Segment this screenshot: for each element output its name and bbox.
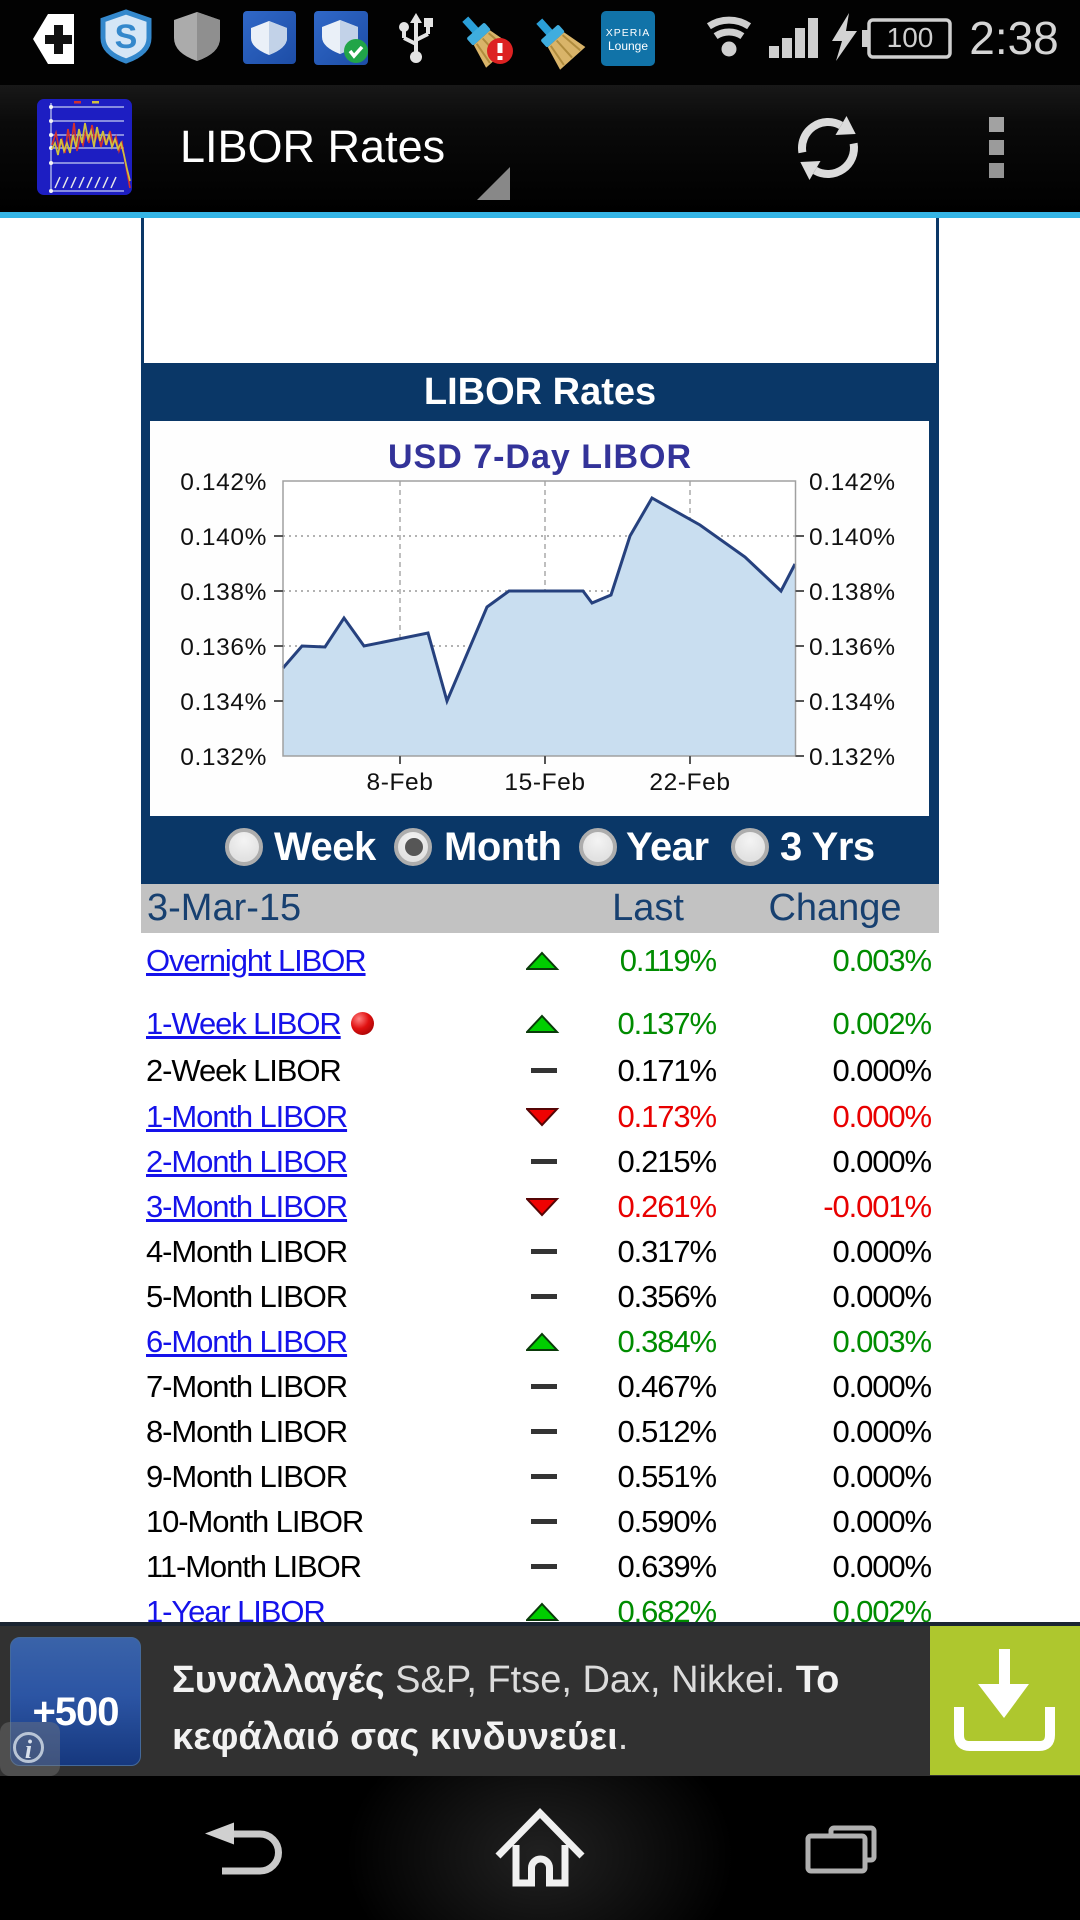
svg-text:USD 7-Day LIBOR: USD 7-Day LIBOR: [388, 438, 692, 476]
svg-text:0.134%: 0.134%: [809, 689, 896, 716]
svg-text:2:38: 2:38: [969, 12, 1059, 64]
svg-text:0.140%: 0.140%: [809, 524, 896, 551]
svg-text:100: 100: [887, 22, 934, 53]
svg-text:0.132%: 0.132%: [809, 744, 896, 771]
svg-text:Lounge: Lounge: [608, 39, 648, 53]
svg-text:8-Feb: 8-Feb: [366, 769, 433, 796]
svg-text:0.136%: 0.136%: [180, 634, 267, 661]
svg-text:0.132%: 0.132%: [180, 744, 267, 771]
svg-text:S: S: [115, 18, 138, 56]
svg-text:15-Feb: 15-Feb: [504, 769, 585, 796]
svg-text:22-Feb: 22-Feb: [649, 769, 730, 796]
svg-text:0.134%: 0.134%: [180, 689, 267, 716]
svg-text:0.138%: 0.138%: [809, 579, 896, 606]
svg-text:0.140%: 0.140%: [180, 524, 267, 551]
svg-text:LIBOR Rates: LIBOR Rates: [180, 121, 445, 172]
svg-text:XPERIA: XPERIA: [606, 27, 651, 39]
svg-text:0.142%: 0.142%: [809, 469, 896, 496]
svg-text:0.136%: 0.136%: [809, 634, 896, 661]
svg-text:0.138%: 0.138%: [180, 579, 267, 606]
svg-text:0.142%: 0.142%: [180, 469, 267, 496]
